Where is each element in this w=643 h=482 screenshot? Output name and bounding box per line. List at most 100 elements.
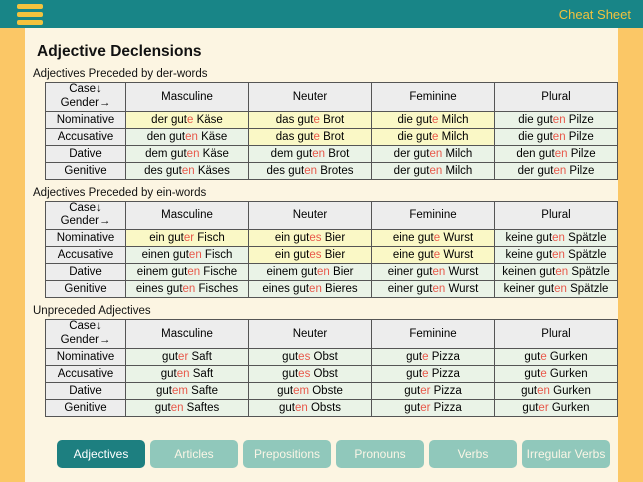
top-bar: Cheat Sheet <box>0 0 643 28</box>
adjective-ending: es <box>309 232 322 245</box>
adjective-ending: e <box>432 130 439 143</box>
adjective-ending: en <box>429 164 443 177</box>
adjective-ending: en <box>552 130 566 143</box>
column-header-feminine: Feminine <box>371 82 495 112</box>
case-label: Dative <box>45 144 126 163</box>
hamburger-menu-icon[interactable] <box>17 3 43 25</box>
table-row-genitive: Genitive des guten Käses des guten Brotes d… <box>45 161 618 180</box>
decl-cell-dative-masculine: einem guten Fische <box>125 263 249 282</box>
corner-header: Case↓ Gender→ <box>45 319 126 349</box>
adjective-ending: en <box>554 147 568 160</box>
adjective-ending: er <box>178 350 189 363</box>
case-label: Nominative <box>45 110 126 129</box>
decl-cell-nominative-plural: gute Gurken <box>494 347 618 366</box>
decl-cell-dative-neuter: dem guten Brot <box>248 144 372 163</box>
adjective-ending: en <box>553 164 567 177</box>
table-row-accusative: Accusative guten Saft gutes Obst gute Pizza… <box>45 364 618 383</box>
adjective-ending: en <box>294 401 308 414</box>
column-header-masculine: Masculine <box>125 319 249 349</box>
column-header-plural: Plural <box>494 200 618 231</box>
decl-cell-nominative-feminine: gute Pizza <box>371 347 495 366</box>
column-header-neuter: Neuter <box>248 200 372 231</box>
case-label: Accusative <box>45 364 126 383</box>
adjective-ending: e <box>313 130 320 143</box>
decl-cell-accusative-feminine: die gute Milch <box>371 127 495 146</box>
decl-cell-dative-plural: guten Gurken <box>494 381 618 400</box>
adjective-ending: en <box>554 283 567 296</box>
adjective-ending: en <box>432 283 446 296</box>
adjective-ending: en <box>304 164 318 177</box>
decl-cell-genitive-masculine: guten Saftes <box>125 398 249 417</box>
decl-cell-dative-plural: den guten Pilze <box>494 144 618 163</box>
topbar-title: Cheat Sheet <box>558 6 631 22</box>
decl-cell-genitive-masculine: eines guten Fisches <box>125 280 249 299</box>
case-label: Dative <box>45 381 126 400</box>
declension-section-3: Unpreceded Adjectives Case↓ Gender→ Masculi… <box>25 305 618 417</box>
decl-cell-nominative-masculine: der gute Käse <box>125 110 249 129</box>
column-header-masculine: Masculine <box>125 82 249 112</box>
header-row: Case↓ Gender→ Masculine Neuter Feminine Plura… <box>45 200 618 231</box>
decl-cell-nominative-neuter: ein gutes Bier <box>248 229 372 248</box>
table-caption: Adjectives Preceded by der-words <box>33 68 208 80</box>
decl-cell-nominative-plural: keine guten Spätzle <box>494 229 618 248</box>
case-label: Nominative <box>45 229 126 248</box>
adjective-ending: er <box>538 401 549 414</box>
adjective-ending: en <box>552 232 565 245</box>
adjective-ending: er <box>420 401 431 414</box>
adjective-ending: en <box>552 113 566 126</box>
nav-button-articles[interactable]: Articles <box>150 440 238 468</box>
nav-button-irregular-verbs[interactable]: Irregular Verbs <box>522 440 610 468</box>
adjective-ending: en <box>317 266 330 279</box>
corner-header: Case↓ Gender→ <box>45 200 126 231</box>
adjective-ending: e <box>422 367 429 380</box>
decl-cell-genitive-feminine: einer guten Wurst <box>371 280 495 299</box>
case-label: Nominative <box>45 347 126 366</box>
content-panel: Adjective Declensions Adjectives Precede… <box>25 28 618 482</box>
decl-cell-genitive-neuter: des guten Brotes <box>248 161 372 180</box>
case-label: Dative <box>45 263 126 282</box>
case-label: Genitive <box>45 280 126 299</box>
decl-cell-dative-plural: keinen guten Spätzle <box>494 263 618 282</box>
adjective-ending: en <box>188 249 202 262</box>
table-caption: Unpreceded Adjectives <box>33 305 151 318</box>
decl-cell-dative-feminine: guter Pizza <box>371 381 495 400</box>
adjective-ending: er <box>183 232 195 245</box>
column-header-neuter: Neuter <box>248 82 372 112</box>
decl-cell-accusative-plural: die guten Pilze <box>494 127 618 146</box>
decl-cell-genitive-feminine: guter Pizza <box>371 398 495 417</box>
decl-cell-accusative-plural: gute Gurken <box>494 364 618 383</box>
table-row-dative: Dative gutem Safte gutem Obste guter Pizza g… <box>45 381 618 400</box>
decl-cell-dative-neuter: einem guten Bier <box>248 263 372 282</box>
decl-cell-nominative-masculine: ein guter Fisch <box>125 229 249 248</box>
adjective-ending: e <box>432 113 439 126</box>
column-header-plural: Plural <box>494 319 618 349</box>
case-label: Accusative <box>45 246 126 265</box>
case-label: Accusative <box>45 127 126 146</box>
adjective-ending: e <box>433 249 441 262</box>
decl-cell-dative-neuter: gutem Obste <box>248 381 372 400</box>
adjective-ending: em <box>293 384 310 397</box>
adjective-ending: en <box>187 266 201 279</box>
tables-container: Adjectives Preceded by der-words Case↓ Gen… <box>25 68 618 417</box>
decl-cell-dative-masculine: gutem Safte <box>125 381 249 400</box>
decl-cell-accusative-feminine: eine gute Wurst <box>371 246 495 265</box>
declension-section-1: Adjectives Preceded by der-words Case↓ Gen… <box>25 68 618 180</box>
adjective-ending: en <box>176 367 190 380</box>
decl-cell-genitive-plural: der guten Pilze <box>494 161 618 180</box>
nav-button-pronouns[interactable]: Pronouns <box>336 440 424 468</box>
column-header-masculine: Masculine <box>125 200 249 231</box>
nav-button-adjectives[interactable]: Adjectives <box>57 440 145 468</box>
corner-header: Case↓ Gender→ <box>45 82 126 112</box>
column-header-feminine: Feminine <box>371 200 495 231</box>
declension-table: Case↓ Gender→ Masculine Neuter Feminine Plura… <box>45 200 618 299</box>
nav-button-prepositions[interactable]: Prepositions <box>243 440 331 468</box>
adjective-ending: en <box>312 147 326 160</box>
decl-cell-accusative-neuter: das gute Brot <box>248 127 372 146</box>
decl-cell-accusative-masculine: guten Saft <box>125 364 249 383</box>
adjective-ending: en <box>432 266 446 279</box>
adjective-ending: es <box>309 249 322 262</box>
hamburger-bar <box>17 19 43 25</box>
table-row-genitive: Genitive guten Saftes guten Obsts guter Piz… <box>45 398 618 417</box>
nav-button-verbs[interactable]: Verbs <box>429 440 517 468</box>
decl-cell-dative-feminine: einer guten Wurst <box>371 263 495 282</box>
